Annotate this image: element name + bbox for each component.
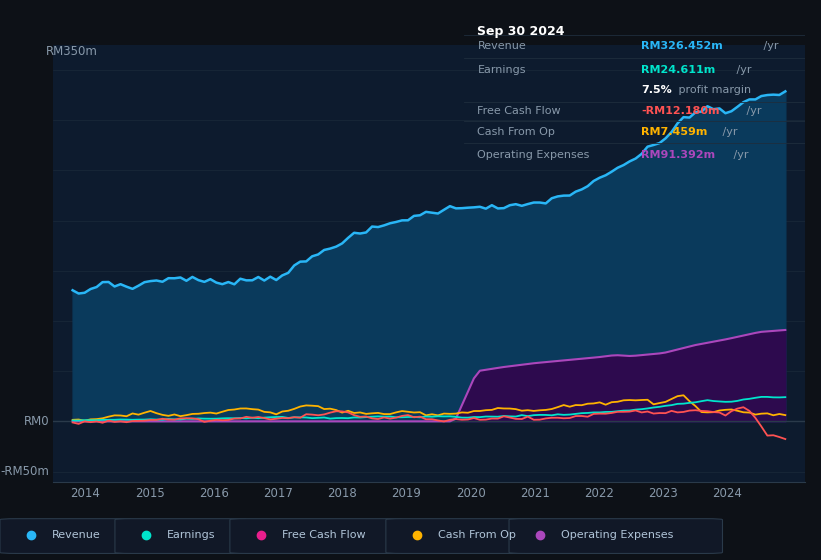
Text: Earnings: Earnings: [167, 530, 215, 540]
Text: profit margin: profit margin: [675, 85, 751, 95]
Text: RM91.392m: RM91.392m: [641, 150, 715, 160]
Text: Cash From Op: Cash From Op: [438, 530, 516, 540]
Text: RM24.611m: RM24.611m: [641, 65, 715, 75]
Text: Sep 30 2024: Sep 30 2024: [478, 25, 565, 38]
Text: Operating Expenses: Operating Expenses: [561, 530, 673, 540]
FancyBboxPatch shape: [509, 519, 722, 553]
Text: Earnings: Earnings: [478, 65, 526, 75]
Text: -RM50m: -RM50m: [1, 465, 49, 478]
Text: RM7.459m: RM7.459m: [641, 127, 708, 137]
FancyBboxPatch shape: [115, 519, 246, 553]
FancyBboxPatch shape: [230, 519, 402, 553]
Text: Free Cash Flow: Free Cash Flow: [478, 106, 561, 116]
Text: /yr: /yr: [719, 127, 738, 137]
Text: /yr: /yr: [743, 106, 762, 116]
Text: RM326.452m: RM326.452m: [641, 41, 722, 51]
Text: RM0: RM0: [24, 415, 49, 428]
Text: Cash From Op: Cash From Op: [478, 127, 555, 137]
Text: Operating Expenses: Operating Expenses: [478, 150, 589, 160]
Text: Free Cash Flow: Free Cash Flow: [282, 530, 365, 540]
Text: /yr: /yr: [730, 150, 748, 160]
Text: Revenue: Revenue: [478, 41, 526, 51]
Text: 7.5%: 7.5%: [641, 85, 672, 95]
Text: /yr: /yr: [733, 65, 751, 75]
FancyBboxPatch shape: [0, 519, 131, 553]
Text: -RM12.180m: -RM12.180m: [641, 106, 719, 116]
Text: Revenue: Revenue: [52, 530, 100, 540]
Text: /yr: /yr: [760, 41, 779, 51]
Text: RM350m: RM350m: [46, 45, 98, 58]
FancyBboxPatch shape: [386, 519, 542, 553]
